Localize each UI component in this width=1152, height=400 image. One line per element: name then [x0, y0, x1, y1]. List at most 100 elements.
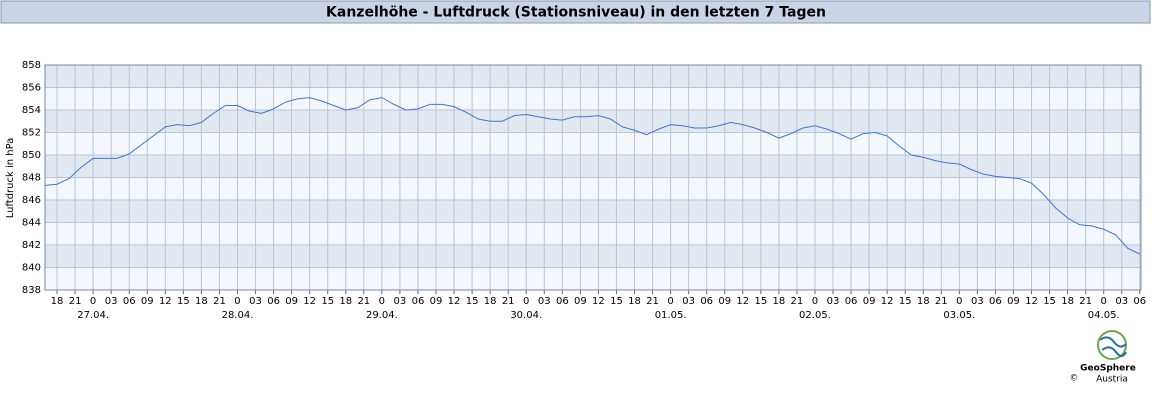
- x-tick-label: 09: [430, 296, 443, 307]
- x-tick-label: 09: [574, 296, 587, 307]
- x-tick-label: 06: [1133, 296, 1146, 307]
- x-tick-label: 09: [718, 296, 731, 307]
- x-tick-label: 06: [556, 296, 569, 307]
- date-label: 04.05.: [1088, 310, 1120, 321]
- x-tick-label: 09: [1007, 296, 1020, 307]
- plot-band: [45, 177, 1141, 200]
- x-tick-label: 0: [523, 296, 529, 307]
- x-tick-label: 15: [466, 296, 479, 307]
- x-tick-label: 18: [628, 296, 641, 307]
- x-tick-label: 12: [159, 296, 172, 307]
- title-bar: [0, 0, 1151, 24]
- x-tick-label: 18: [1061, 296, 1074, 307]
- x-tick-label: 06: [123, 296, 136, 307]
- x-tick-label: 21: [357, 296, 370, 307]
- x-tick-label: 21: [1079, 296, 1092, 307]
- x-tick-label: 0: [379, 296, 385, 307]
- logo-name: GeoSphere: [1080, 364, 1136, 374]
- x-tick-label: 03: [538, 296, 551, 307]
- logo-icon: [1097, 330, 1127, 360]
- x-tick-label: 0: [90, 296, 96, 307]
- x-tick-label: 18: [773, 296, 786, 307]
- date-label: 03.05.: [943, 310, 975, 321]
- y-tick-label: 846: [22, 195, 41, 206]
- x-tick-label: 03: [1115, 296, 1128, 307]
- chart-title: Kanzelhöhe - Luftdruck (Stationsniveau) …: [326, 5, 826, 21]
- x-tick-label: 15: [899, 296, 912, 307]
- x-tick-label: 03: [682, 296, 695, 307]
- copyright: ©: [1070, 374, 1079, 384]
- x-tick-label: 06: [845, 296, 858, 307]
- x-tick-label: 15: [177, 296, 190, 307]
- x-tick-label: 18: [195, 296, 208, 307]
- plot-band: [45, 155, 1141, 178]
- x-tick-label: 18: [339, 296, 352, 307]
- logo: GeoSphere Austria ©: [1070, 330, 1136, 385]
- y-tick-label: 844: [22, 218, 41, 229]
- x-tick-label: 06: [700, 296, 713, 307]
- plot-band: [45, 200, 1141, 223]
- x-tick-label: 21: [646, 296, 659, 307]
- x-tick-label: 06: [412, 296, 425, 307]
- x-tick-label: 09: [285, 296, 298, 307]
- y-tick-label: 840: [22, 263, 41, 274]
- y-tick-label: 852: [22, 128, 41, 139]
- logo-sub: Austria: [1096, 375, 1128, 385]
- x-tick-label: 12: [736, 296, 749, 307]
- x-tick-label: 09: [141, 296, 154, 307]
- x-tick-label: 15: [754, 296, 767, 307]
- y-tick-label: 850: [22, 150, 41, 161]
- x-tick-label: 03: [971, 296, 984, 307]
- x-tick-label: 18: [917, 296, 930, 307]
- date-label: 29.04.: [366, 310, 398, 321]
- line: [44, 97, 1141, 255]
- y-tick-label: 854: [22, 105, 41, 116]
- x-tick-label: 03: [105, 296, 118, 307]
- y-tick-label: 838: [22, 285, 41, 296]
- x-tick-label: 0: [1101, 296, 1107, 307]
- plot-band: [45, 267, 1141, 290]
- x-tick-label: 12: [1025, 296, 1038, 307]
- x-tick-label: 15: [610, 296, 623, 307]
- y-tick-label: 848: [22, 173, 41, 184]
- plot-band: [45, 110, 1141, 133]
- logo-swirl: [1099, 336, 1127, 357]
- x-tick-label: 12: [592, 296, 605, 307]
- x-tick-label: 0: [956, 296, 962, 307]
- x-tick-label: 03: [394, 296, 407, 307]
- plot-band: [45, 87, 1141, 110]
- x-tick-label: 0: [234, 296, 240, 307]
- x-tick-label: 06: [989, 296, 1002, 307]
- x-tick-label: 15: [321, 296, 334, 307]
- plot-band: [45, 222, 1141, 245]
- y-tick-label: 858: [22, 60, 41, 71]
- x-tick-label: 21: [791, 296, 804, 307]
- date-label: 02.05.: [799, 310, 831, 321]
- x-tick-label: 12: [448, 296, 461, 307]
- plot-band: [45, 65, 1141, 88]
- x-tick-label: 0: [667, 296, 673, 307]
- x-tick-label: 21: [213, 296, 226, 307]
- y-axis-label: Luftdruck in hPa: [5, 138, 16, 219]
- date-label: 01.05.: [655, 310, 687, 321]
- x-tick-label: 21: [69, 296, 82, 307]
- x-tick-label: 0: [812, 296, 818, 307]
- x-tick-label: 18: [51, 296, 64, 307]
- x-tick-label: 09: [863, 296, 876, 307]
- x-tick-label: 21: [935, 296, 948, 307]
- x-tick-label: 03: [827, 296, 840, 307]
- x-tick-label: 06: [267, 296, 280, 307]
- plot-band: [45, 132, 1141, 155]
- plot-band: [45, 245, 1141, 268]
- date-label: 27.04.: [77, 310, 109, 321]
- y-tick-label: 856: [22, 83, 41, 94]
- y-tick-label: 842: [22, 240, 41, 251]
- x-tick-label: 18: [484, 296, 497, 307]
- x-tick-label: 12: [303, 296, 316, 307]
- date-label: 30.04.: [510, 310, 542, 321]
- date-label: 28.04.: [222, 310, 254, 321]
- x-tick-label: 12: [881, 296, 894, 307]
- x-tick-label: 21: [502, 296, 515, 307]
- x-tick-label: 03: [249, 296, 262, 307]
